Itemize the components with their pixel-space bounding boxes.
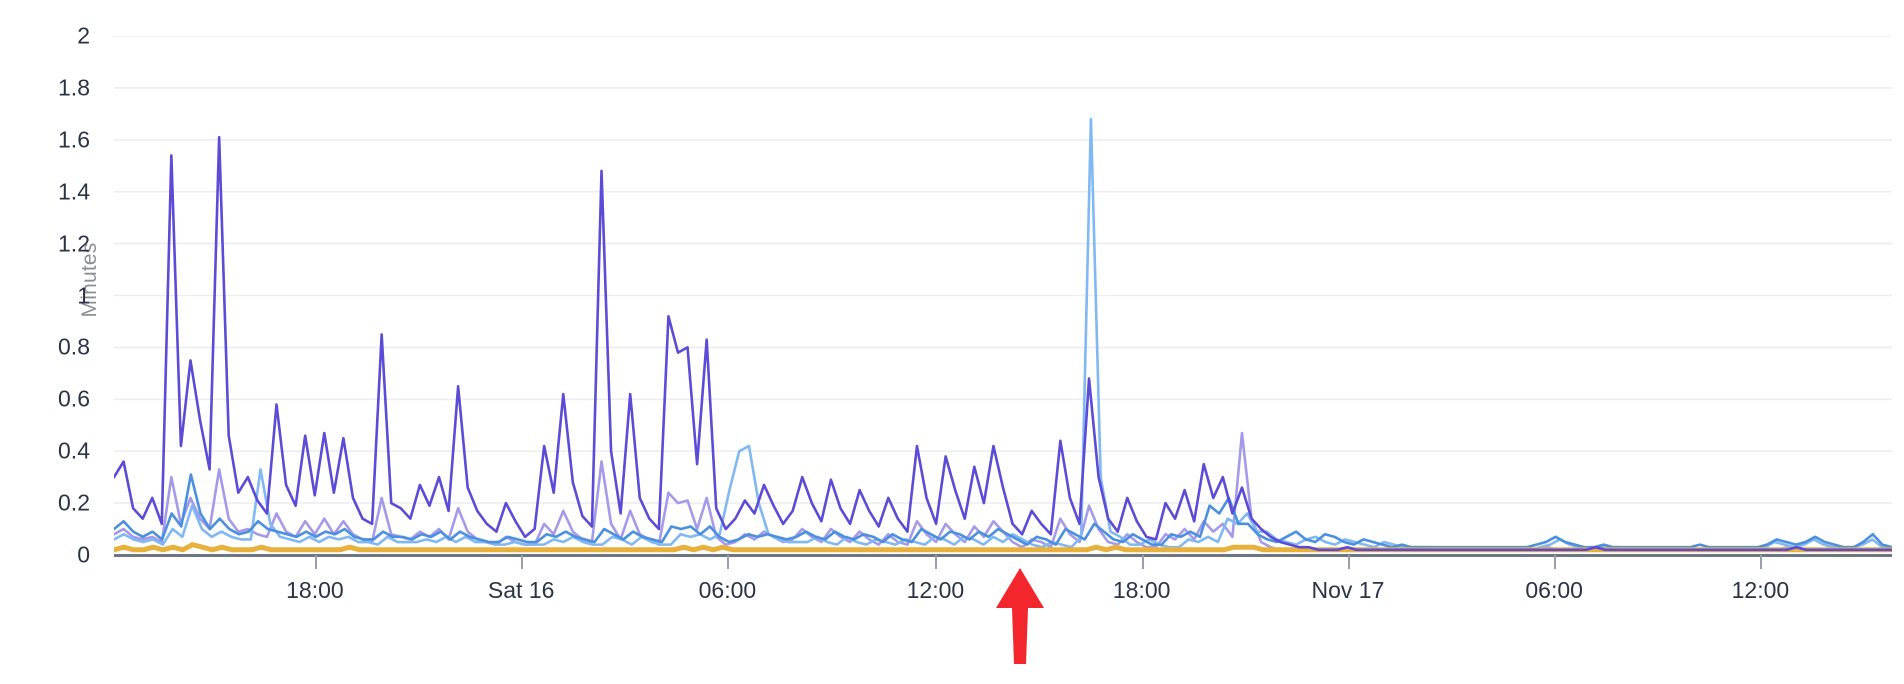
series-line bbox=[114, 135, 1892, 552]
x-tick-label: 06:00 bbox=[1525, 577, 1583, 603]
x-tick-mark bbox=[1141, 555, 1144, 569]
y-tick-label: 1 bbox=[77, 282, 90, 308]
x-tick-mark bbox=[314, 555, 317, 569]
x-tick-mark bbox=[1347, 555, 1350, 569]
x-tick-mark bbox=[1554, 555, 1557, 569]
x-tick-label: Nov 17 bbox=[1311, 577, 1385, 603]
y-tick-label: 1.4 bbox=[58, 178, 90, 205]
x-tick-mark bbox=[521, 555, 524, 569]
y-axis-tick-labels: 2 1.8 1.6 1.4 1.2 1 0.8 0.6 0.4 0.2 0 bbox=[0, 0, 104, 684]
y-tick-label: 0.6 bbox=[58, 385, 90, 412]
y-tick-label: 0.4 bbox=[58, 437, 90, 464]
x-tick-mark bbox=[935, 555, 938, 569]
y-tick-label: 0 bbox=[77, 541, 90, 568]
x-tick-label: 18:00 bbox=[286, 577, 344, 603]
y-tick-label: 0.8 bbox=[58, 333, 90, 360]
x-tick-label: 18:00 bbox=[1112, 577, 1171, 603]
y-tick-label: 2 bbox=[77, 22, 90, 49]
red-up-arrow-icon bbox=[996, 568, 1044, 664]
plot-area bbox=[114, 36, 1892, 555]
y-tick-label: 1.8 bbox=[58, 74, 90, 101]
x-tick-mark bbox=[1760, 555, 1763, 569]
x-axis-tick-labels: 18:00 Sat 16 06:00 12:00 18:00 Nov 17 06:00 12:… bbox=[114, 555, 1892, 615]
y-tick-label: 1.6 bbox=[58, 126, 90, 153]
series-svg bbox=[114, 36, 1892, 553]
y-tick-label: 1.2 bbox=[58, 230, 90, 257]
x-tick-mark bbox=[727, 555, 730, 569]
x-axis-line bbox=[114, 554, 1892, 557]
x-tick-label: Sat 16 bbox=[487, 577, 555, 603]
y-tick-label: 0.2 bbox=[58, 489, 90, 516]
x-tick-label: 12:00 bbox=[1731, 577, 1790, 603]
x-tick-label: 12:00 bbox=[906, 577, 965, 603]
x-tick-label: 06:00 bbox=[698, 577, 757, 603]
series-line bbox=[114, 542, 1892, 553]
